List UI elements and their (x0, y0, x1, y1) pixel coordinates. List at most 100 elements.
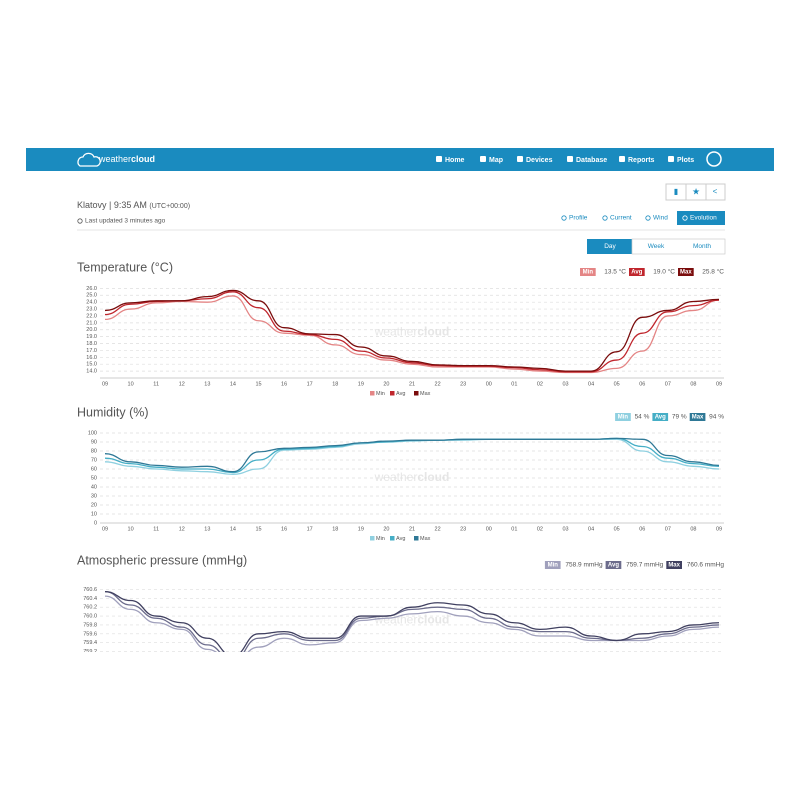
x-tick-label: 07 (665, 526, 671, 532)
x-tick-label: 08 (690, 526, 696, 532)
y-tick-label: 17.0 (86, 348, 97, 354)
legend-swatch (390, 536, 395, 541)
series-line (104, 291, 720, 373)
x-tick-label: 00 (486, 526, 492, 532)
y-tick-label: 759.6 (83, 631, 97, 637)
station-tz: (UTC+00:00) (149, 203, 190, 210)
tab[interactable]: Profile (569, 215, 588, 222)
x-tick-label: 10 (128, 381, 134, 387)
period-button[interactable]: Month (693, 243, 711, 250)
tab-icon (602, 215, 608, 221)
x-tick-label: 02 (537, 526, 543, 532)
y-tick-label: 760.4 (83, 596, 97, 602)
watermark: weathercloud (374, 613, 450, 627)
summary-label: Min (548, 563, 559, 569)
period-button[interactable]: Day (604, 243, 616, 250)
x-tick-label: 14 (230, 381, 236, 387)
y-tick-label: 19.0 (86, 334, 97, 340)
nav-item[interactable]: Plots (677, 157, 694, 164)
watermark: weathercloud (374, 470, 450, 484)
tab[interactable]: Evolution (690, 215, 717, 222)
y-tick-label: 26.0 (86, 286, 97, 292)
nav-item[interactable]: Reports (628, 157, 655, 164)
summary-badge (666, 561, 682, 569)
series-line (104, 595, 720, 652)
watermark-light: weather (374, 325, 418, 339)
summary-label: Max (668, 563, 680, 569)
x-tick-label: 04 (588, 526, 594, 532)
legend-swatch (370, 391, 375, 396)
summary-badge (580, 268, 596, 276)
active-tab-bg (677, 211, 725, 225)
nav-item[interactable]: Database (576, 157, 607, 164)
y-tick-label: 23.0 (86, 307, 97, 313)
x-tick-label: 17 (307, 381, 313, 387)
summary-value: 54 % (635, 414, 650, 421)
x-tick-label: 09 (716, 526, 722, 532)
y-tick-label: 760.0 (83, 614, 97, 620)
period-button[interactable]: Week (648, 243, 665, 250)
y-tick-label: 25.0 (86, 293, 97, 299)
legend-swatch (390, 391, 395, 396)
nav-item[interactable]: Devices (526, 157, 553, 164)
x-tick-label: 06 (639, 381, 645, 387)
summary-badge (678, 268, 694, 276)
y-tick-label: 30 (91, 493, 97, 499)
summary-value: 25.8 °C (702, 268, 724, 276)
tab[interactable]: Current (610, 215, 632, 222)
legend-label: Avg (396, 536, 405, 542)
y-tick-label: 50 (91, 475, 97, 481)
x-tick-label: 00 (486, 381, 492, 387)
x-tick-label: 18 (332, 381, 338, 387)
y-tick-label: 21.0 (86, 320, 97, 326)
y-tick-label: 16.0 (86, 355, 97, 361)
y-tick-label: 20.0 (86, 327, 97, 333)
watermark-bold: cloud (417, 470, 449, 484)
refresh-icon (77, 218, 83, 224)
series-line (104, 438, 720, 476)
x-tick-label: 23 (460, 381, 466, 387)
y-tick-label: 90 (91, 439, 97, 445)
share-button[interactable] (705, 183, 726, 201)
x-tick-label: 20 (383, 381, 389, 387)
x-tick-label: 13 (204, 526, 210, 532)
y-tick-label: 18.0 (86, 341, 97, 347)
nav-icon (668, 156, 674, 162)
watermark-light: weather (374, 470, 418, 484)
logo-light: weather (98, 154, 131, 164)
user-icon[interactable] (706, 151, 722, 167)
x-tick-label: 09 (716, 381, 722, 387)
x-tick-label: 17 (307, 526, 313, 532)
logo[interactable]: weathercloud (98, 154, 155, 164)
x-tick-label: 08 (690, 381, 696, 387)
y-tick-label: 22.0 (86, 313, 97, 319)
summary-value: 79 % (672, 414, 687, 421)
summary-label: Min (583, 270, 594, 276)
x-tick-label: 12 (179, 526, 185, 532)
x-tick-label: 11 (153, 381, 159, 387)
x-tick-label: 22 (435, 526, 441, 532)
x-tick-label: 07 (665, 381, 671, 387)
nav-item[interactable]: Home (445, 157, 465, 164)
legend-label: Avg (396, 391, 405, 397)
y-tick-label: 24.0 (86, 300, 97, 306)
chart: Temperature (°C) weathercloud 25.8 °C Max 19… (77, 260, 724, 397)
legend-swatch (370, 536, 375, 541)
summary-value: 759.7 mmHg (626, 562, 664, 569)
x-tick-label: 19 (358, 381, 364, 387)
watermark-bold: cloud (417, 325, 449, 339)
y-tick-label: 40 (91, 484, 97, 490)
logo-bold: cloud (131, 154, 155, 164)
tab-icon (682, 215, 688, 221)
chart-title: Temperature (°C) (77, 260, 173, 274)
nav-item[interactable]: Map (489, 157, 503, 164)
summary-label: Avg (608, 563, 619, 569)
legend-swatch (414, 391, 419, 396)
chart: Humidity (%) weathercloud 94 % Max 79 % Avg 54… (77, 405, 724, 542)
tab[interactable]: Wind (653, 215, 668, 222)
x-tick-label: 05 (614, 381, 620, 387)
x-tick-label: 15 (255, 526, 261, 532)
y-tick-label: 10 (91, 511, 97, 517)
y-tick-label: 60 (91, 466, 97, 472)
